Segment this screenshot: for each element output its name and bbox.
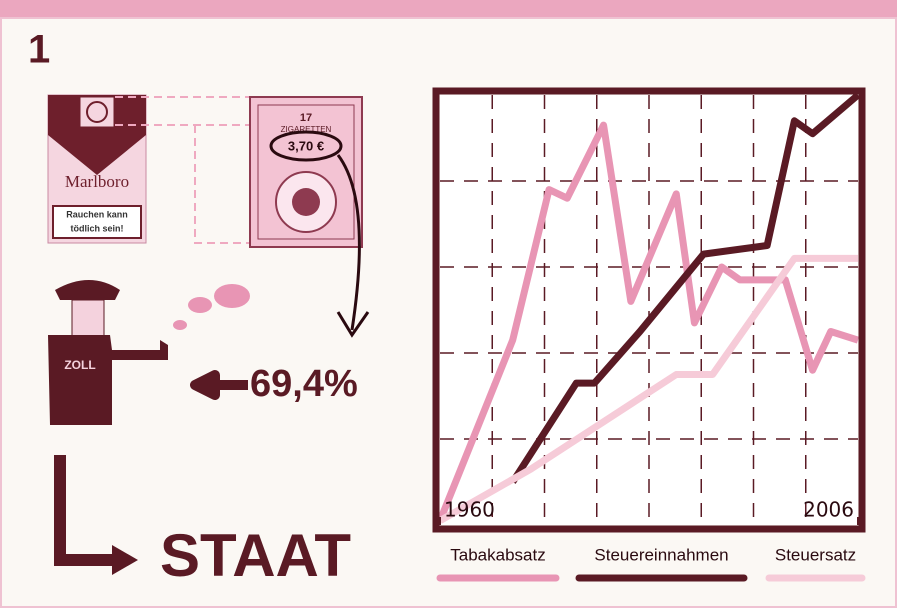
recipient: STAAT	[160, 522, 351, 589]
x-tick-label: 1960	[444, 498, 495, 522]
pack-warning: Rauchen kann	[66, 209, 128, 219]
top-bar	[0, 0, 897, 18]
legend-label: Steuereinnahmen	[594, 545, 728, 564]
tax-stamp: 17 ZIGARETTEN 3,70 €	[250, 97, 362, 247]
pack-brand: Marlboro	[65, 172, 129, 191]
legend-label: Tabakabsatz	[450, 545, 545, 564]
stamp-count: 17	[300, 112, 312, 124]
infographic: 1 Marlboro Rauchen kann tödlich sein! 17…	[0, 0, 897, 608]
officer-label: ZOLL	[64, 358, 95, 372]
cigarette-pack: Marlboro Rauchen kann tödlich sein!	[48, 95, 146, 243]
legend-label: Steuersatz	[775, 545, 856, 564]
panel-number: 1	[28, 28, 50, 72]
pack-warning: tödlich sein!	[70, 223, 123, 233]
stamp-price: 3,70 €	[288, 138, 324, 153]
tax-share: 69,4%	[250, 363, 358, 405]
line-chart: 1960 2006 Tabakabsatz Steuereinnahmen Steuer…	[436, 91, 862, 578]
x-tick-label: 2006	[803, 498, 854, 522]
